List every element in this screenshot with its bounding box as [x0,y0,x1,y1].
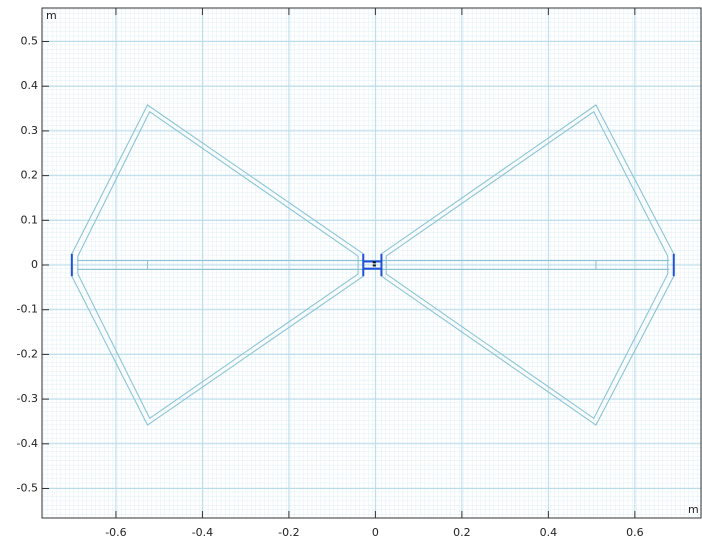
x-tick-label: 0.4 [540,526,558,539]
minor-grid [42,8,702,518]
y-unit: m [46,9,57,22]
x-tick-label: 0 [372,526,379,539]
y-tick-label: -0.1 [17,303,38,316]
geometry-edge [385,110,669,420]
x-tick-label: -0.2 [278,526,299,539]
y-tick-label: 0.3 [21,124,39,137]
y-tick-label: 0.4 [21,79,39,92]
y-tick-label: -0.2 [17,347,38,360]
y-tick-label: -0.5 [17,481,38,494]
y-tick-label: 0 [31,258,38,271]
y-tick-label: 0.5 [21,35,39,48]
x-tick-label: 0.6 [626,526,644,539]
x-tick-label: -0.4 [192,526,213,539]
geometry [70,104,675,426]
x-unit: m [688,503,699,516]
grid [42,8,701,518]
y-tick-label: 0.2 [21,169,39,182]
plot-frame [41,7,702,519]
y-tick-label: 0.1 [21,213,39,226]
geometry-edge [77,110,359,420]
x-tick-label: 0.2 [453,526,471,539]
y-tick-label: -0.3 [17,392,38,405]
y-tick-label: -0.4 [17,437,38,450]
x-tick-label: -0.6 [105,526,126,539]
